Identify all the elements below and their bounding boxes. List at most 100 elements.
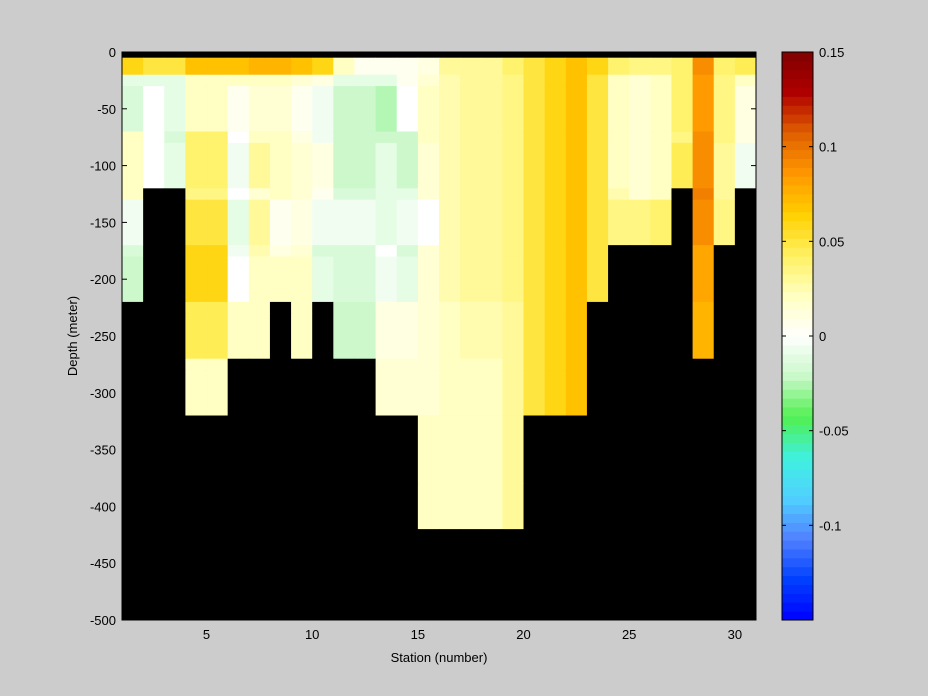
heatmap-cell: [354, 142, 376, 189]
heatmap-cell: [650, 86, 672, 132]
heatmap-cell: [291, 256, 313, 303]
heatmap-cell: [439, 199, 461, 246]
colorbar-segment: [782, 415, 813, 426]
heatmap-cell: [185, 301, 207, 314]
heatmap-cell: [523, 199, 546, 246]
heatmap-cell: [185, 245, 207, 257]
heatmap-cell: [565, 313, 588, 360]
heatmap-cell: [248, 358, 271, 371]
heatmap-cell: [734, 313, 757, 360]
heatmap-cell: [502, 245, 524, 257]
heatmap-cell: [185, 74, 207, 87]
heatmap-cell: [692, 370, 715, 416]
heatmap-cell: [439, 313, 461, 360]
plot-area: [121, 51, 757, 621]
heatmap-cell: [227, 57, 250, 76]
heatmap-cell: [143, 57, 165, 76]
heatmap-cell: [439, 86, 461, 132]
heatmap-cell: [650, 74, 672, 87]
heatmap-cell: [417, 597, 440, 621]
heatmap-cell: [185, 52, 207, 59]
heatmap-cell: [417, 358, 440, 371]
colorbar-segment: [782, 353, 813, 364]
heatmap-cell: [565, 188, 588, 201]
heatmap-cell: [185, 415, 207, 485]
colorbar-segment: [782, 309, 813, 319]
heatmap-cell: [460, 256, 482, 303]
heatmap-cell: [734, 52, 757, 59]
heatmap-cell: [312, 529, 334, 598]
heatmap-cell: [143, 370, 165, 416]
heatmap-cell: [650, 199, 672, 246]
heatmap-cell: [291, 131, 313, 144]
heatmap-cell: [650, 597, 672, 621]
heatmap-cell: [227, 188, 250, 201]
heatmap-cell: [354, 256, 376, 303]
heatmap-cell: [122, 597, 144, 621]
heatmap-cell: [206, 256, 229, 303]
heatmap-cell: [713, 74, 736, 87]
colorbar-segment: [782, 60, 813, 71]
heatmap-cell: [291, 52, 313, 59]
colorbar-segment: [782, 158, 813, 168]
heatmap-cell: [586, 245, 609, 257]
heatmap-cell: [396, 415, 419, 485]
heatmap-cell: [734, 74, 757, 87]
colorbar-segment: [782, 469, 813, 479]
colorbar-segment: [782, 69, 813, 80]
heatmap-cell: [248, 415, 271, 485]
colorbar-segment: [782, 557, 813, 568]
heatmap-cell: [164, 529, 186, 598]
heatmap-cell: [291, 529, 313, 598]
heatmap-cell: [269, 313, 292, 360]
heatmap-cell: [523, 188, 546, 201]
heatmap-cell: [502, 52, 524, 59]
heatmap-cell: [375, 597, 398, 621]
heatmap-cell: [460, 57, 482, 76]
heatmap-cell: [586, 57, 609, 76]
y-tick-label: 0: [109, 45, 116, 60]
heatmap-cell: [650, 529, 672, 598]
colorbar-segment: [782, 52, 813, 62]
heatmap-cell: [227, 483, 250, 530]
heatmap-cell: [460, 370, 482, 416]
heatmap-cell: [544, 415, 567, 485]
heatmap-cell: [143, 597, 165, 621]
heatmap-cell: [734, 415, 757, 485]
heatmap-cell: [333, 131, 355, 144]
heatmap-cell: [206, 370, 229, 416]
heatmap-cell: [608, 57, 630, 76]
heatmap-cell: [164, 52, 186, 59]
heatmap-cell: [396, 358, 419, 371]
heatmap-cell: [122, 245, 144, 257]
colorbar-segment: [782, 593, 813, 603]
heatmap-cell: [227, 358, 250, 371]
heatmap-cell: [396, 74, 419, 87]
heatmap-cell: [481, 142, 503, 189]
heatmap-cell: [122, 199, 144, 246]
heatmap-cell: [650, 313, 672, 360]
heatmap-cell: [333, 529, 355, 598]
heatmap-cell: [692, 415, 715, 485]
heatmap-cell: [671, 483, 693, 530]
heatmap-cell: [439, 142, 461, 189]
heatmap-cell: [502, 370, 524, 416]
colorbar-segments: [782, 52, 813, 621]
heatmap-cell: [227, 529, 250, 598]
heatmap-cell: [164, 199, 186, 246]
x-axis-ticks: 5 10 15 20 25 30: [203, 52, 742, 642]
heatmap-cell: [629, 57, 651, 76]
heatmap-cell: [291, 597, 313, 621]
heatmap-cell: [629, 142, 651, 189]
heatmap-cell: [544, 86, 567, 132]
heatmap-cell: [502, 597, 524, 621]
y-tick-label: -150: [90, 215, 116, 230]
heatmap-cell: [629, 86, 651, 132]
heatmap-cell: [185, 199, 207, 246]
heatmap-cell: [375, 256, 398, 303]
heatmap-cell: [206, 199, 229, 246]
heatmap-cell: [185, 358, 207, 371]
heatmap-cell: [248, 74, 271, 87]
heatmap-cell: [523, 245, 546, 257]
heatmap-cell: [734, 256, 757, 303]
